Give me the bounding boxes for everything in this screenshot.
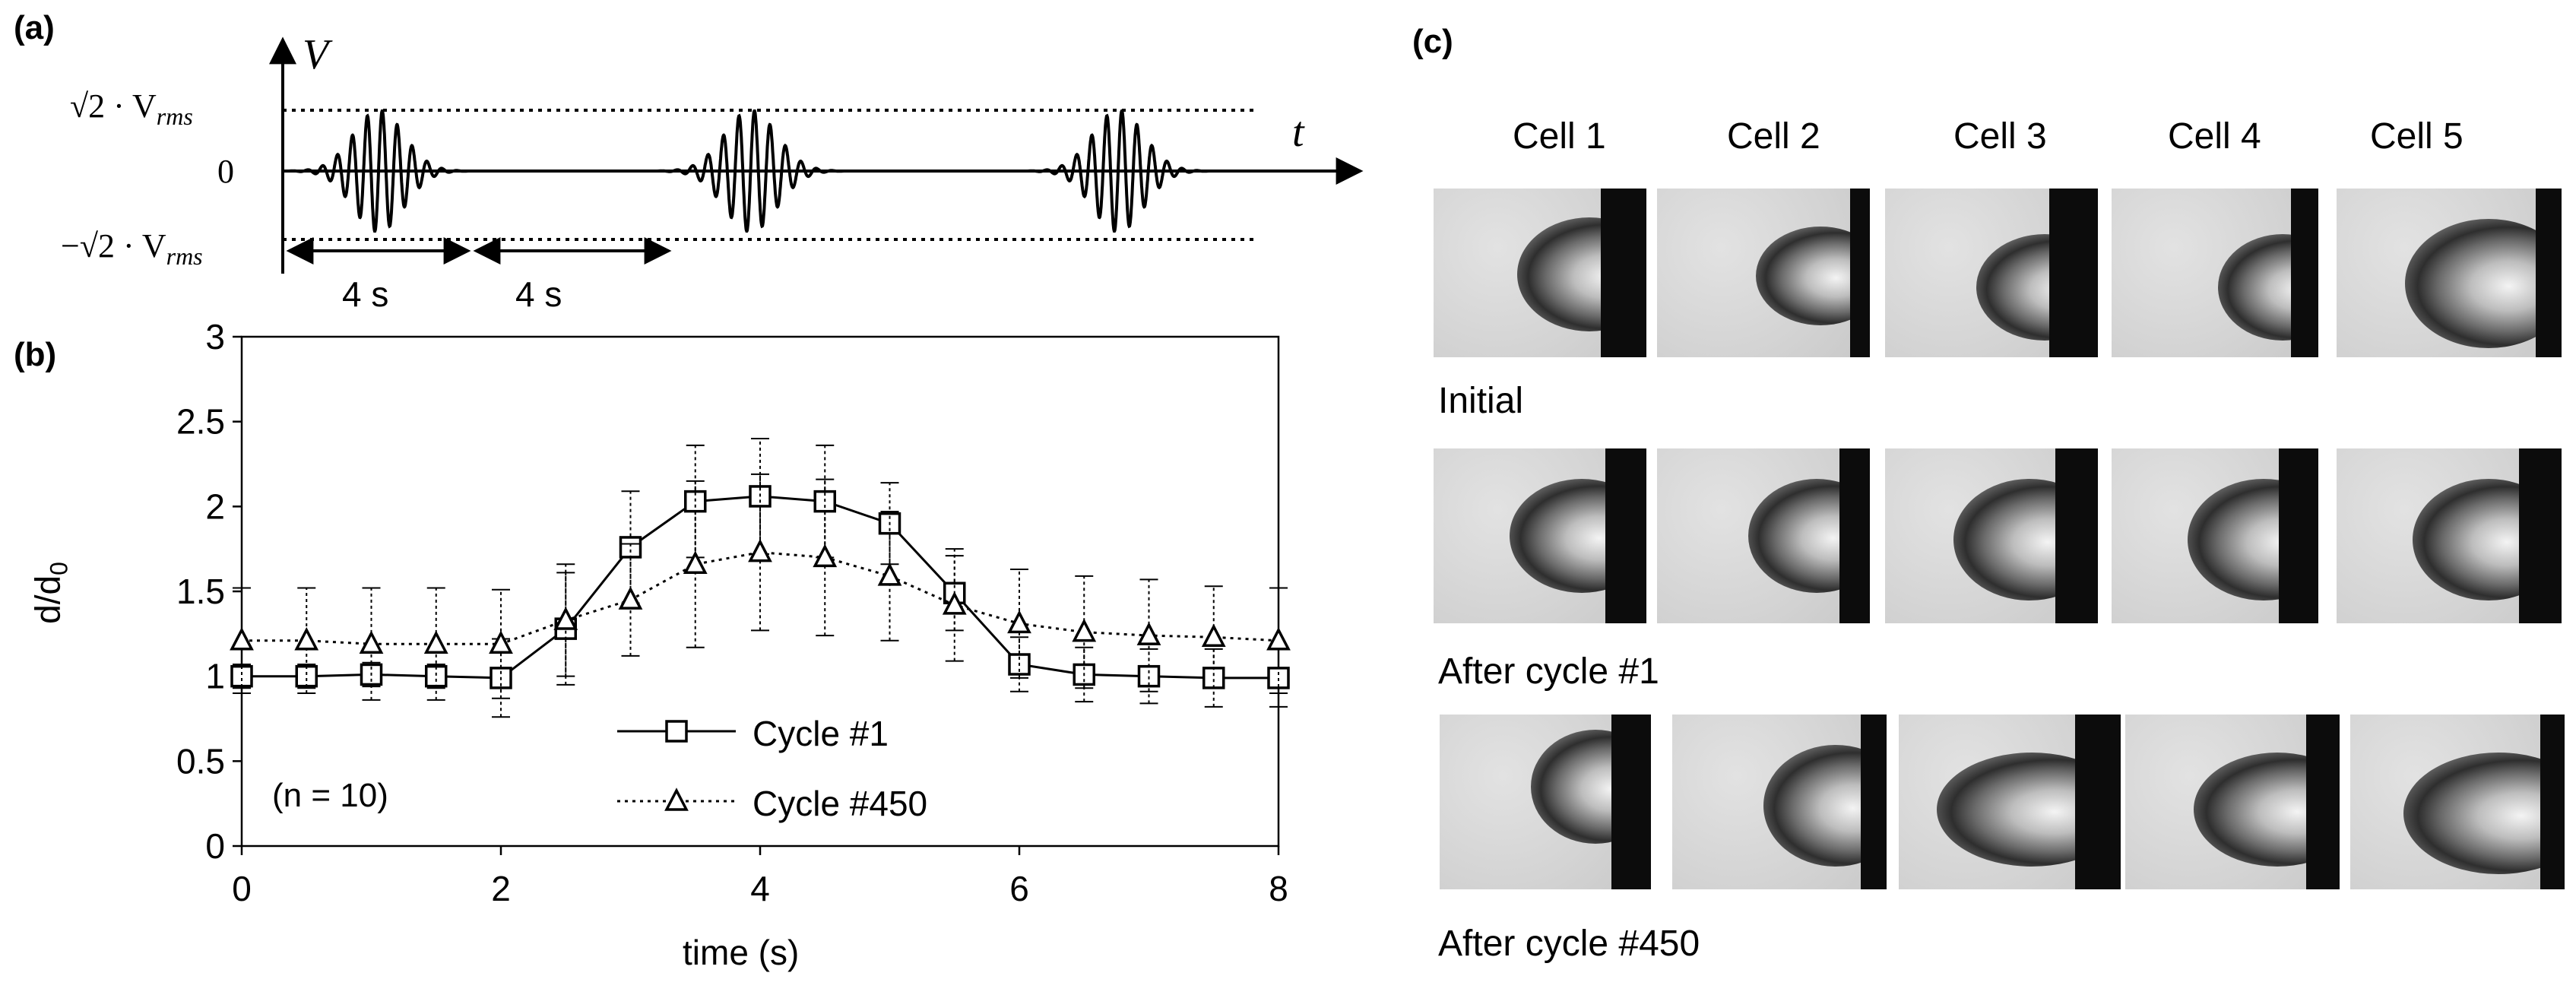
upper-level-sub: rms (156, 102, 193, 130)
data-point-triangle (359, 630, 384, 654)
micrograph-initial-cell-2 (1657, 189, 1870, 357)
column-label-cell-1: Cell 1 (1513, 116, 1606, 157)
y-tick-label: 3 (205, 317, 225, 356)
row-label-initial: Initial (1438, 381, 1524, 421)
micrograph-cycle450-cell-2 (1672, 715, 1887, 889)
y-tick-label: 1 (205, 657, 225, 696)
legend-label-cycle-1: Cycle #1 (753, 714, 889, 753)
voltage-burst-2 (657, 109, 844, 233)
micrograph-cycle1-cell-5 (2337, 448, 2562, 623)
y-tick-label: 0 (205, 826, 225, 866)
data-point-triangle (1007, 610, 1031, 634)
data-point-triangle (230, 626, 254, 651)
data-point-triangle (748, 538, 772, 562)
y-tick-label: 2.5 (176, 402, 225, 442)
row-label-after-cycle-1: After cycle #1 (1438, 651, 1659, 692)
legend-label-cycle-450: Cycle #450 (753, 784, 928, 823)
waveform-diagram (269, 36, 1364, 274)
x-tick-label: 6 (1009, 869, 1029, 908)
data-point-square (230, 664, 253, 688)
voltage-burst-1 (289, 109, 468, 233)
data-point-triangle (813, 543, 838, 568)
y-axis-title-sub: 0 (45, 562, 73, 575)
x-tick-label: 8 (1269, 869, 1288, 908)
data-point-triangle (618, 586, 643, 610)
column-label-cell-2: Cell 2 (1727, 116, 1820, 157)
micrograph-cycle450-cell-5 (2350, 715, 2565, 889)
zero-level-label: 0 (217, 153, 234, 190)
data-point-triangle (877, 562, 902, 586)
data-point-triangle (1201, 623, 1226, 648)
micrograph-cycle450-cell-4 (2125, 715, 2340, 889)
chart-annotation: (n = 10) (272, 777, 388, 814)
upper-level-text: √2 · V (70, 87, 157, 125)
panel-label-b: (b) (14, 336, 57, 373)
micrograph-cycle1-cell-4 (2112, 448, 2318, 623)
lower-level-text: −√2 · V (61, 227, 166, 265)
data-point-triangle (553, 607, 578, 630)
data-point-triangle (294, 626, 319, 651)
data-point-triangle (1136, 622, 1161, 645)
data-point-triangle (489, 630, 513, 654)
panel-label-c: (c) (1412, 23, 1453, 60)
column-label-cell-3: Cell 3 (1953, 116, 2047, 157)
t-axis-label: t (1292, 109, 1304, 156)
y-tick-label: 2 (205, 486, 225, 526)
column-label-cell-5: Cell 5 (2370, 116, 2464, 157)
x-tick-label: 4 (750, 869, 770, 908)
y-tick-label: 0.5 (176, 741, 225, 781)
x-tick-label: 0 (232, 869, 252, 908)
data-point-square (295, 664, 318, 688)
column-label-cell-4: Cell 4 (2168, 116, 2261, 157)
x-axis-title: time (s) (683, 933, 800, 972)
micrograph-cycle1-cell-3 (1885, 448, 2098, 623)
micrograph-initial-cell-4 (2112, 189, 2318, 357)
data-point-triangle (942, 591, 967, 615)
data-point-triangle (1266, 626, 1291, 651)
legend-marker-square (665, 720, 688, 743)
micrograph-initial-cell-3 (1885, 189, 2098, 357)
row-label-after-cycle-450: After cycle #450 (1438, 924, 1700, 964)
y-axis-title: d/d0 (27, 562, 73, 624)
micrograph-cycle1-cell-1 (1434, 448, 1646, 623)
data-point-square (619, 536, 642, 559)
data-point-triangle (1072, 618, 1097, 642)
micrograph-cycle450-cell-1 (1440, 715, 1651, 889)
micrograph-cycle1-cell-2 (1657, 448, 1870, 623)
interval-label-2: 4 s (515, 274, 562, 314)
panel-label-a: (a) (14, 9, 55, 46)
interval-label-1: 4 s (342, 274, 389, 314)
deformation-chart: 0 2 4 6 8 0 0.5 1 1.5 2 2.5 3 (176, 317, 1291, 908)
lower-level-sub: rms (166, 242, 203, 270)
legend-marker-triangle (664, 787, 689, 811)
micrograph-initial-cell-1 (1434, 189, 1646, 357)
lower-level-label: −√2 · Vrms (61, 227, 203, 271)
x-tick-label: 2 (491, 869, 511, 908)
v-axis-label: V (303, 31, 329, 78)
y-tick-label: 1.5 (176, 572, 225, 611)
upper-level-label: √2 · Vrms (70, 87, 193, 131)
micrograph-cycle450-cell-3 (1899, 715, 2121, 889)
data-point-square (1202, 667, 1225, 689)
voltage-burst-3 (1028, 109, 1209, 233)
data-point-triangle (683, 550, 708, 575)
micrograph-initial-cell-5 (2337, 189, 2562, 357)
data-point-triangle (423, 630, 448, 654)
y-axis-title-text: d/d (27, 575, 68, 624)
